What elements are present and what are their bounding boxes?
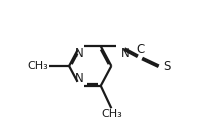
Text: N: N: [75, 72, 84, 85]
Text: CH₃: CH₃: [101, 109, 122, 119]
Text: N: N: [121, 47, 130, 60]
Text: C: C: [136, 43, 145, 56]
Text: N: N: [75, 47, 84, 60]
Text: S: S: [163, 60, 171, 73]
Text: CH₃: CH₃: [28, 61, 49, 71]
